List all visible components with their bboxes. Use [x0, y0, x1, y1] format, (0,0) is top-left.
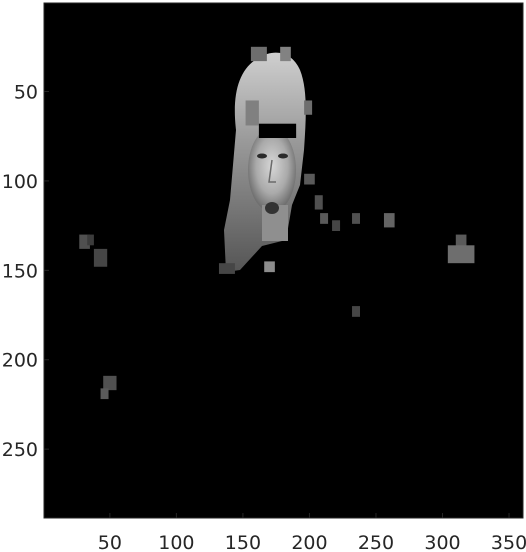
- image-block: [264, 261, 275, 273]
- image-block: [218, 263, 235, 274]
- image-block: [280, 46, 291, 62]
- image-block: [332, 220, 341, 231]
- image-blocks: [79, 46, 475, 400]
- image-block: [245, 100, 259, 126]
- image-block: [79, 234, 90, 249]
- x-axis: 50 100 150 200 250 300 350: [98, 513, 526, 552]
- image-block: [314, 195, 323, 210]
- left-eye: [257, 153, 267, 159]
- image-block: [304, 100, 313, 115]
- image-block: [455, 234, 467, 249]
- face-image: [224, 52, 306, 273]
- right-eye: [278, 153, 288, 159]
- y-tick-label: 100: [2, 171, 38, 193]
- y-tick-label: 150: [2, 260, 38, 282]
- y-axis: 50 100 150 200 250: [2, 82, 49, 461]
- face-region: [248, 128, 296, 212]
- image-block: [250, 46, 267, 62]
- x-tick-label: 100: [158, 532, 194, 552]
- image-block: [93, 248, 108, 267]
- y-tick-label: 200: [2, 350, 38, 372]
- image-block: [100, 388, 109, 400]
- y-tick-label: 50: [14, 82, 38, 104]
- x-tick-label: 200: [291, 532, 327, 552]
- image-block: [304, 173, 315, 185]
- y-tick-label: 250: [2, 439, 38, 461]
- x-tick-label: 250: [358, 532, 394, 552]
- image-block: [258, 123, 297, 139]
- image-block: [447, 245, 475, 264]
- image-block: [352, 213, 361, 224]
- axes-frame: [43, 2, 524, 519]
- image-block: [352, 306, 361, 317]
- x-tick-label: 300: [424, 532, 460, 552]
- image-block: [320, 213, 329, 224]
- image-block: [103, 375, 117, 391]
- nose: [268, 159, 276, 183]
- x-tick-label: 150: [225, 532, 261, 552]
- mouth: [265, 202, 279, 214]
- image-block: [87, 234, 94, 246]
- image-block: [383, 213, 395, 228]
- x-tick-label: 50: [98, 532, 122, 552]
- x-tick-label: 350: [491, 532, 526, 552]
